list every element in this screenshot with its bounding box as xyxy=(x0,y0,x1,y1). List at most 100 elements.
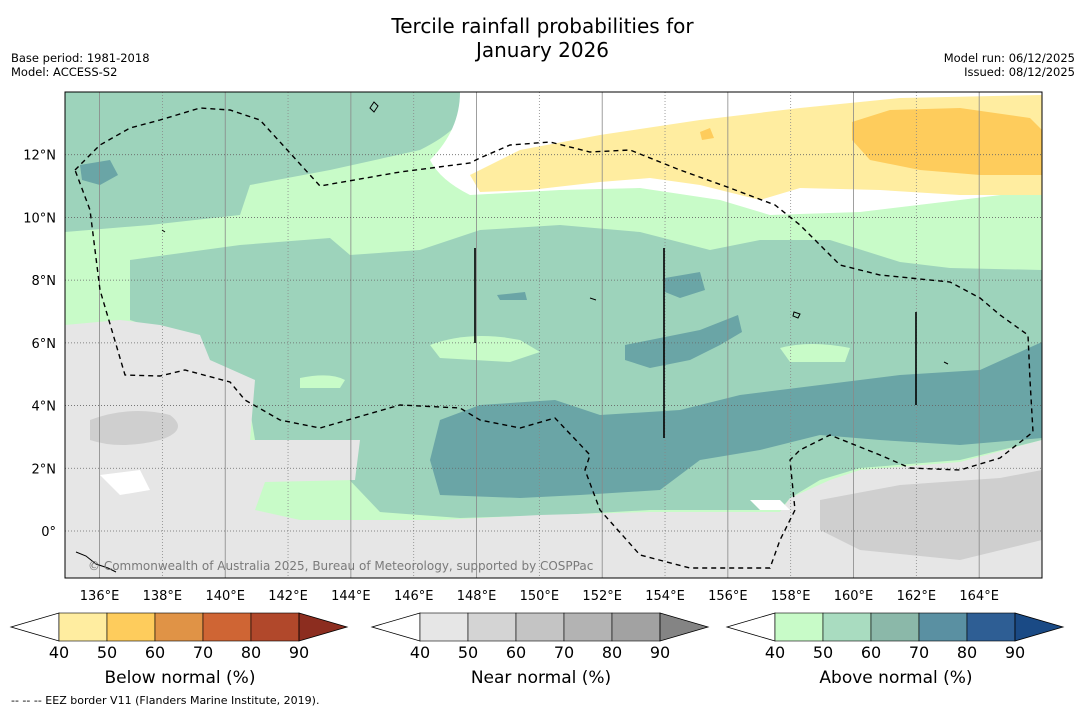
colorbar-tick-label: 40 xyxy=(49,643,69,662)
near-normal-50-60-patch-2 xyxy=(820,470,1042,560)
below-50-60-small-patch xyxy=(700,128,714,140)
island-outline xyxy=(792,311,801,319)
colorbar-tick-label: 80 xyxy=(241,643,261,662)
run-info: Model run: 06/12/2025 Issued: 08/12/2025 xyxy=(944,51,1075,79)
colorbar-bin xyxy=(774,612,824,642)
colorbar-tick-label: 50 xyxy=(97,643,117,662)
latitude-label: 10°N xyxy=(23,211,56,226)
above-60-70-patch-2 xyxy=(665,272,705,298)
white-notch-south-west xyxy=(100,470,150,495)
colorbar-bin xyxy=(515,612,565,642)
model-name: Model: ACCESS-S2 xyxy=(11,65,118,79)
latitude-label: 8°N xyxy=(32,274,57,289)
colorbar-bin xyxy=(250,612,300,642)
axis-labels: 136°E 138°E 140°E 142°E 144°E 146°E 148°E 150°E… xyxy=(23,149,999,604)
longitude-label: 136°E xyxy=(80,589,120,604)
colorbar-tick-label: 60 xyxy=(506,643,526,662)
colorbar-tick-label: 60 xyxy=(861,643,881,662)
longitude-label: 154°E xyxy=(645,589,685,604)
island-outline xyxy=(161,229,166,233)
island-outline xyxy=(589,297,597,301)
colorbar-bin xyxy=(106,612,156,642)
longitude-label: 160°E xyxy=(834,589,874,604)
colorbar-bin xyxy=(58,612,108,642)
colorbar-bin xyxy=(966,612,1016,642)
above-40-50-hole-2 xyxy=(780,344,850,362)
above-normal-colorbar-label: Above normal (%) xyxy=(819,668,973,688)
island-outline xyxy=(75,551,117,573)
near-normal-50-60-patch-1 xyxy=(90,411,178,445)
above-60-70-patch-3 xyxy=(80,160,118,185)
colorbar-bin xyxy=(467,612,517,642)
latitude-label: 2°N xyxy=(32,462,57,477)
colorbar-bin xyxy=(154,612,204,642)
colorbar-bin xyxy=(822,612,872,642)
eez-border xyxy=(74,107,1034,569)
map-frame xyxy=(64,91,1043,579)
latitude-label: 6°N xyxy=(32,337,57,352)
longitude-ticks xyxy=(474,248,917,438)
islands xyxy=(75,101,949,573)
longitude-label: 150°E xyxy=(520,589,560,604)
base-period: Base period: 1981-2018 xyxy=(11,51,150,65)
colorbar-tick-label: 70 xyxy=(193,643,213,662)
colorbar-tick-label: 80 xyxy=(957,643,977,662)
colorbar-bin xyxy=(870,612,920,642)
colorbar-max-extension xyxy=(298,612,349,642)
eez-footnote: -- -- -- EEZ border V11 (Flanders Marine… xyxy=(11,694,320,707)
model-run-date: Model run: 06/12/2025 xyxy=(943,51,1075,65)
longitude-label: 162°E xyxy=(897,589,937,604)
longitude-label: 148°E xyxy=(457,589,497,604)
above-40-50-hole-3 xyxy=(300,375,345,388)
latitude-label: 12°N xyxy=(23,149,56,164)
colorbar-tick-label: 50 xyxy=(458,643,478,662)
longitude-label: 142°E xyxy=(268,589,308,604)
copyright-notice: © Commonwealth of Australia 2025, Bureau… xyxy=(88,559,593,573)
colorbar-tick-label: 90 xyxy=(650,643,670,662)
colorbar-bin xyxy=(419,612,469,642)
colorbar-tick-label: 90 xyxy=(1005,643,1025,662)
colorbar: 40 50 60 70 80 90 xyxy=(725,612,1065,662)
colorbar: 40 50 60 70 80 90 xyxy=(9,612,349,662)
longitude-label: 140°E xyxy=(205,589,245,604)
colorbar-tick-label: 70 xyxy=(909,643,929,662)
longitude-label: 144°E xyxy=(331,589,371,604)
chart-title: Tercile rainfall probabilities for Janua… xyxy=(0,14,1085,62)
colorbar-tick-label: 90 xyxy=(289,643,309,662)
model-info: Base period: 1981-2018 Model: ACCESS-S2 xyxy=(11,51,150,79)
above-60-70-patch-1 xyxy=(625,315,742,368)
colorbar-tick-label: 40 xyxy=(765,643,785,662)
issued-date: Issued: 08/12/2025 xyxy=(964,65,1075,79)
colorbar: 40 50 60 70 80 90 xyxy=(370,612,710,662)
above-50-60-north-band xyxy=(65,92,465,232)
colorbar-bin xyxy=(202,612,252,642)
colorbar-tick-label: 50 xyxy=(813,643,833,662)
latitude-label: 0° xyxy=(41,525,56,540)
colorbar-bin xyxy=(611,612,661,642)
longitude-label: 146°E xyxy=(394,589,434,604)
colorbar-tick-label: 70 xyxy=(554,643,574,662)
longitude-label: 164°E xyxy=(959,589,999,604)
longitude-label: 138°E xyxy=(143,589,183,604)
colorbar-tick-label: 60 xyxy=(145,643,165,662)
colorbar-min-extension xyxy=(725,612,776,642)
map-field xyxy=(65,92,1042,578)
colorbar-max-extension xyxy=(659,612,710,642)
colorbar-bin xyxy=(918,612,968,642)
above-60-70-band xyxy=(430,342,1042,498)
colorbar-tick-label: 80 xyxy=(602,643,622,662)
near-normal-colorbar-label: Near normal (%) xyxy=(470,668,612,688)
colorbars: 40 50 60 70 80 90 40 50 60 70 80 90 40 50 60 70 80 90 xyxy=(9,612,1065,662)
near-normal-40-50-south-west xyxy=(65,320,1042,578)
colorbar-min-extension xyxy=(9,612,60,642)
island-outline xyxy=(943,361,949,365)
colorbar-min-extension xyxy=(370,612,421,642)
title-line-1: Tercile rainfall probabilities for xyxy=(391,14,694,38)
map-gridlines xyxy=(65,92,1042,578)
colorbar-tick-label: 40 xyxy=(410,643,430,662)
longitude-label: 158°E xyxy=(771,589,811,604)
colorbar-bin xyxy=(563,612,613,642)
above-60-70-patch-4 xyxy=(497,292,527,300)
longitude-label: 156°E xyxy=(708,589,748,604)
